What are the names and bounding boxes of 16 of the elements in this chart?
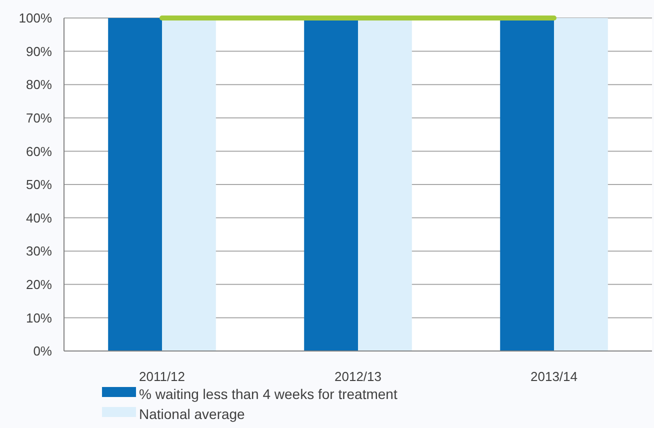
y-tick-label: 50% [26,177,52,192]
legend-label: % waiting less than 4 weeks for treatment [139,386,398,402]
y-tick-label: 0% [33,344,52,359]
x-tick-label: 2013/14 [530,369,578,384]
y-tick-label: 30% [26,244,52,259]
y-tick-label: 90% [26,44,52,59]
y-tick-label: 40% [26,210,52,226]
y-tick-label: 80% [26,77,52,92]
x-tick-label: 2011/12 [138,369,186,384]
y-tick-label: 60% [26,144,52,159]
legend-label: National average [139,406,246,422]
y-tick-label: 100% [18,10,52,26]
y-tick-label: 10% [26,310,52,326]
x-tick-label: 2012/13 [334,369,382,384]
y-tick-label: 70% [26,110,52,126]
y-tick-label: 20% [26,276,52,292]
